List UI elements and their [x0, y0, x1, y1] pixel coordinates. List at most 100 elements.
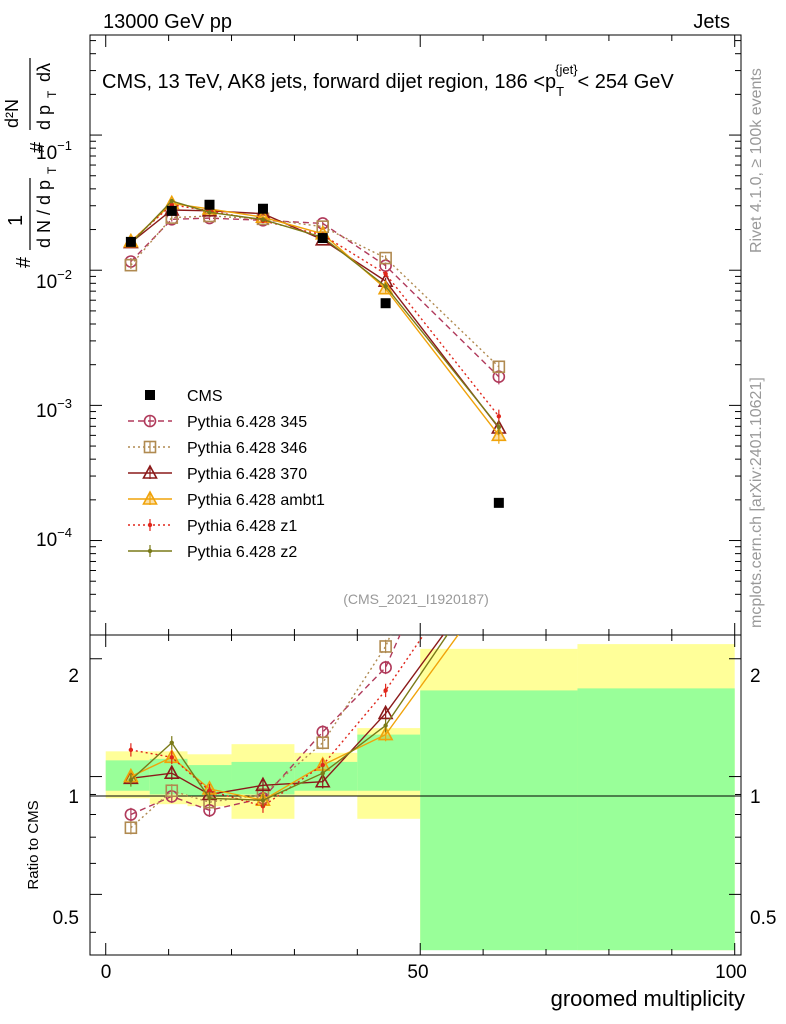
ylabel-dlambda: dλ	[34, 63, 54, 82]
ratio-point	[314, 773, 331, 788]
series-point	[496, 424, 502, 430]
stat-uncertainty-band	[149, 758, 188, 795]
cms-point	[317, 233, 328, 244]
ratio-point	[492, 552, 505, 564]
y-tick-label: 10−4	[36, 525, 72, 551]
ratio-point	[320, 771, 325, 776]
y-tick-exp: −2	[57, 267, 72, 282]
ratio-uncertainty-bands	[105, 644, 735, 951]
y-tick-label: 10−2	[36, 267, 72, 293]
y-tick-label: 1	[68, 787, 79, 808]
legend-label: Pythia 6.428 370	[187, 466, 307, 483]
ratio-point	[169, 740, 174, 745]
series-point	[379, 251, 392, 265]
ratio-point	[165, 784, 179, 798]
ratio-point	[497, 523, 501, 527]
ratio-point	[316, 736, 330, 750]
legend-label: Pythia 6.428 ambt1	[187, 492, 325, 509]
cms-point	[257, 203, 268, 214]
ratio-point	[377, 704, 394, 720]
main-y-axis-label: # 1 d N / d p T # d²N d p T dλ	[2, 58, 59, 268]
legend-label: Pythia 6.428 z1	[187, 518, 297, 535]
x-tick-labels: 0 50 100	[101, 962, 747, 983]
rivet-label: Rivet 4.1.0, ≥ 100k events	[748, 68, 765, 253]
legend-label: Pythia 6.428 z2	[187, 544, 297, 561]
legend-label: Pythia 6.428 346	[187, 440, 307, 457]
ratio-point	[260, 798, 266, 803]
ratio-point	[383, 723, 388, 728]
legend: CMS Pythia 6.428 345 Pythia 6.428 346 Pythi…	[128, 388, 325, 561]
x-tick-label: 50	[407, 962, 428, 983]
legend-label-cms: CMS	[187, 388, 223, 405]
ratio-point	[169, 755, 174, 760]
ratio-point	[497, 557, 501, 561]
header-left: 13000 GeV pp	[103, 11, 232, 33]
ratio-point	[163, 764, 180, 780]
ratio-point	[383, 688, 388, 693]
cms-point	[166, 205, 177, 216]
y-tick-label: 0.5	[53, 908, 79, 929]
stat-uncertainty-band	[420, 690, 578, 951]
ratio-y-axis-label: Ratio to CMS	[25, 800, 42, 889]
cms-data-points	[125, 199, 504, 508]
y-tick-label: 2	[68, 666, 79, 687]
ylabel-dn: d N / d p	[34, 180, 54, 248]
ratio-point	[255, 776, 271, 792]
ratio-point	[377, 725, 394, 741]
legend-marker	[142, 490, 158, 505]
legend-marker	[143, 440, 157, 454]
ylabel-d2n: d²N	[2, 99, 22, 128]
series-point	[496, 414, 502, 419]
analysis-tag: (CMS_2021_I1920187)	[343, 591, 489, 607]
series-point	[169, 198, 174, 204]
title-prefix: CMS, 13 TeV, AK8 jets, forward dijet reg…	[102, 71, 556, 93]
x-axis-label: groomed multiplicity	[551, 986, 745, 1011]
series-ratio	[123, 523, 505, 835]
ylabel-one: 1	[5, 215, 27, 226]
title-sup: {jet}	[555, 62, 578, 77]
ratio-point	[320, 762, 325, 768]
legend-marker	[147, 548, 153, 554]
series-point	[260, 217, 266, 222]
ylabel-sub-T: T	[45, 166, 59, 174]
legend-marker	[143, 414, 157, 428]
stat-uncertainty-band	[577, 688, 735, 951]
y-tick-exp: −4	[57, 525, 72, 540]
cms-point	[380, 298, 391, 309]
legend-marker	[147, 522, 153, 528]
chart-title: CMS, 13 TeV, AK8 jets, forward dijet reg…	[102, 62, 674, 99]
series-line	[130, 217, 500, 378]
header-right: Jets	[693, 11, 730, 33]
ratio-point	[207, 796, 212, 801]
series-main	[123, 194, 507, 444]
title-sub: T	[556, 84, 564, 99]
cms-point	[493, 497, 504, 508]
ratio-point	[124, 821, 138, 835]
y-tick-exp: −3	[57, 396, 72, 411]
cms-point	[125, 236, 136, 247]
series-line	[130, 215, 500, 368]
ylabel-dpt: d p	[34, 105, 54, 130]
ratio-plot-frame	[89, 634, 742, 956]
cms-point	[204, 199, 215, 210]
ratio-point	[207, 788, 212, 793]
y-tick-label-right: 0.5	[750, 908, 776, 929]
axis-ticks	[90, 35, 741, 955]
ratio-point	[492, 572, 505, 584]
legend-label: Pythia 6.428 345	[187, 414, 307, 431]
ratio-point	[124, 808, 138, 821]
ylabel-sub-T-2: T	[45, 90, 59, 98]
x-tick-label: 0	[101, 962, 112, 983]
legend-marker-cms	[145, 390, 155, 400]
mcplots-label: mcplots.cern.ch [arXiv:2401.10621]	[748, 377, 765, 628]
y-tick-label-right: 2	[750, 666, 761, 687]
y-tick-label: 10−3	[36, 396, 72, 422]
x-tick-label: 100	[715, 962, 747, 983]
series-point	[124, 258, 138, 272]
y-tick-exp: −1	[57, 138, 72, 153]
series-point	[207, 210, 212, 215]
ratio-point	[128, 777, 134, 783]
title-suffix: < 254 GeV	[578, 71, 675, 93]
ratio-point	[128, 747, 134, 753]
